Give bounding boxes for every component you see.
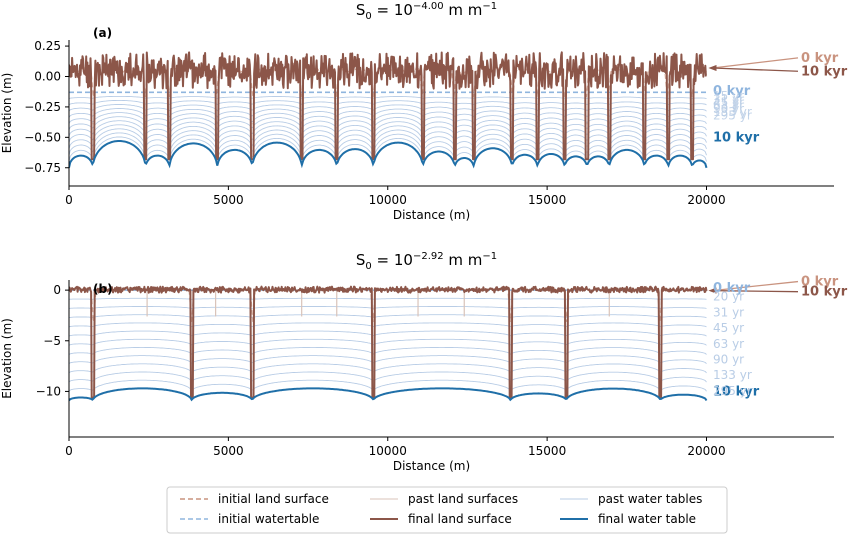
panel-a-final-water-table	[69, 140, 708, 169]
panel-b-past-water-label: 20 yr	[713, 290, 744, 304]
panel-a-past-water-label: 45 yr	[713, 96, 744, 110]
panel-b-x-axis-label: Distance (m)	[393, 459, 470, 473]
panel-b-y-tick-label: −5	[43, 334, 61, 348]
panel-a-past-water-table	[69, 120, 707, 137]
panel-a-past-water-table	[69, 104, 707, 112]
panel-a-x-axis-label: Distance (m)	[393, 208, 470, 222]
panel-b-past-water-label: 295 yr	[713, 384, 752, 398]
panel-b-label: (b)	[93, 282, 113, 296]
panel-b-surface-label: 10 kyr	[801, 285, 848, 300]
panel-a: S0 = 10−4.00 m m−1 0 5000 10000 15000 20000 0.…	[0, 1, 848, 222]
panel-a-past-water-table	[69, 136, 707, 162]
panel-a-y-tick-label: −0.50	[24, 130, 61, 144]
panel-a-past-water-table	[69, 124, 707, 143]
panel-a-y-tick-label: 0.25	[34, 39, 61, 53]
panel-b-past-water-table	[69, 330, 707, 337]
panel-b-past-water-label: 45 yr	[713, 321, 744, 335]
panel-a-y-axis-label: Elevation (m)	[0, 73, 14, 154]
panel-a-past-water-label: 133 yr	[713, 105, 752, 119]
panel-b-x-tick-label: 20000	[687, 444, 725, 458]
panel-b-past-water-label: 31 yr	[713, 305, 744, 319]
panel-b-past-water-label: 90 yr	[713, 353, 744, 367]
panel-a-final-land-surface	[69, 51, 707, 161]
panel-a-surface-arrow	[712, 57, 799, 69]
panel-b-past-water-label: 63 yr	[713, 337, 744, 351]
panel-a-surface-label: 10 kyr	[801, 64, 848, 79]
panel-a-past-water-table	[69, 132, 707, 156]
legend-label-water-final: final water table	[598, 512, 696, 526]
panel-b-final-land-surface	[69, 285, 708, 399]
panel-b-surface-arrowhead	[708, 287, 717, 294]
panel-b-x-tick-label: 5000	[213, 444, 244, 458]
panel-a-surface-arrow	[712, 67, 799, 72]
panel-b-past-water-table	[69, 297, 707, 300]
panel-a-past-water-table	[69, 116, 707, 131]
panel-b-past-water-table	[69, 314, 707, 319]
panel-b-y-axis-label: Elevation (m)	[0, 318, 14, 399]
legend-label-water-initial: initial watertable	[218, 512, 319, 526]
panel-b-y-tick-label: −10	[36, 384, 61, 398]
panel-b-initial-land-surface	[69, 288, 707, 323]
panel-a-x-tick-label: 10000	[369, 193, 407, 207]
panel-b-water-label: 0 kyr	[713, 281, 751, 296]
panel-b-x-tick-label: 0	[65, 444, 73, 458]
panel-b-past-land-surface	[69, 285, 707, 355]
panel-b-past-water-table	[69, 363, 707, 374]
panel-b-surface-label: 0 kyr	[801, 275, 839, 290]
legend-label-land-initial: initial land surface	[218, 492, 329, 506]
panel-b-past-water-table	[69, 338, 707, 346]
panel-a-surface-arrowhead	[708, 64, 717, 71]
legend-label-land-final: final land surface	[408, 512, 512, 526]
panel-b-x-tick-label: 15000	[528, 444, 566, 458]
panel-a-water-label: 10 kyr	[713, 130, 760, 145]
panel-a-past-water-label: 31 yr	[713, 92, 744, 106]
panel-a-past-water-label: 90 yr	[713, 102, 744, 116]
panel-b-past-water-table	[69, 355, 707, 365]
panel-b-surface-arrow	[712, 280, 799, 292]
panel-a-label: (a)	[93, 26, 112, 40]
panel-a-plot-area	[69, 51, 708, 169]
panel-a-surface-label: 0 kyr	[801, 51, 839, 66]
panel-b-final-water-table	[69, 387, 708, 402]
panel-a-past-water-label: 63 yr	[713, 99, 744, 113]
panel-b-surface-arrow	[712, 289, 799, 293]
panel-a-title: S0 = 10−4.00 m m−1	[356, 1, 497, 22]
panel-b-title: S0 = 10−2.92 m m−1	[356, 251, 497, 272]
panel-a-y-tick-label: 0.00	[34, 70, 61, 84]
panel-a-x-tick-label: 15000	[528, 193, 566, 207]
panel-b-past-water-table	[69, 346, 707, 355]
panel-a-x-tick-label: 0	[65, 193, 73, 207]
panel-a-past-water-table	[69, 112, 707, 124]
panel-b-x-tick-label: 10000	[369, 444, 407, 458]
panel-b-past-water-table	[69, 371, 707, 383]
legend-frame	[166, 486, 728, 534]
panel-b-past-water-table	[69, 379, 707, 392]
panel-a-past-water-label: 295 yr	[713, 108, 752, 122]
panel-a-past-water-table	[69, 95, 707, 100]
legend: initial land surface initial watertable pa…	[166, 486, 728, 534]
panel-a-y-tick-label: −0.75	[24, 161, 61, 175]
panel-b-past-water-label: 133 yr	[713, 368, 752, 382]
panel-b-y-tick-label: 0	[53, 283, 61, 297]
panel-a-past-water-table	[69, 108, 707, 118]
legend-label-land-past: past land surfaces	[408, 492, 518, 506]
panel-a-x-tick-label: 20000	[687, 193, 725, 207]
panel-a-x-tick-label: 5000	[213, 193, 244, 207]
panel-a-y-tick-label: −0.25	[24, 100, 61, 114]
panel-a-past-water-table	[69, 99, 707, 106]
panel-a-past-water-label: 15 yr	[713, 89, 744, 103]
panel-b-plot-area	[69, 285, 708, 402]
panel-a-past-water-table	[69, 128, 707, 150]
legend-label-water-past: past water tables	[598, 492, 702, 506]
panel-b-water-label: 10 kyr	[713, 384, 760, 399]
panel-a-water-label: 0 kyr	[713, 84, 751, 99]
panel-b-past-water-table	[69, 322, 707, 328]
panel-b: S0 = 10−2.92 m m−1 0 5000 10000 15000 20000 0 −…	[0, 251, 848, 473]
panel-b-past-water-table	[69, 306, 707, 309]
